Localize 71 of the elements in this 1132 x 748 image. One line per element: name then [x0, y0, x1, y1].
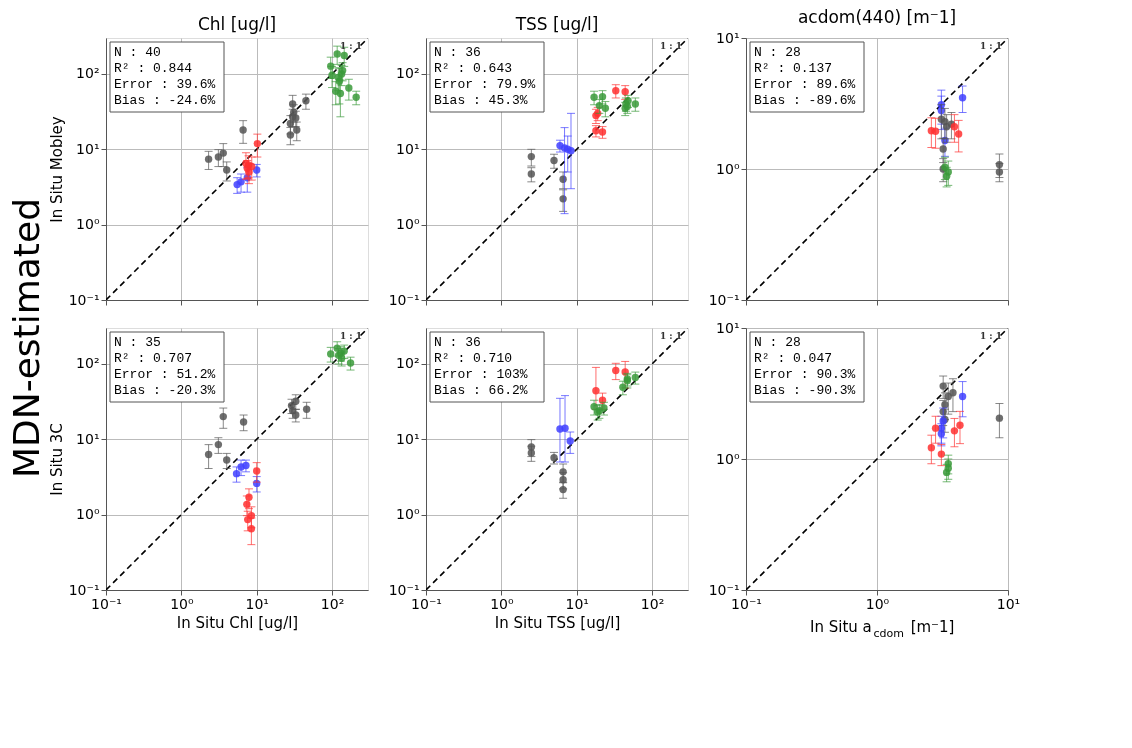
chart-title: TSS [ug/l]: [514, 14, 599, 34]
annotation: N : 28: [754, 335, 801, 350]
annotation: Bias : -90.3%: [754, 383, 856, 398]
x-tick-label: 10⁰: [865, 595, 890, 612]
y-tick-label: 10²: [396, 355, 420, 372]
y-tick-label: 10²: [76, 355, 100, 372]
y-tick-label: 10⁰: [396, 506, 420, 523]
y-axis-title: In Situ 3C: [47, 423, 66, 496]
y-tick-label: 10⁻¹: [68, 291, 100, 308]
x-tick-label: 10⁻¹: [411, 595, 442, 612]
y-tick-label: 10¹: [396, 430, 420, 447]
text: MDN-estimated: [6, 198, 47, 478]
y-tick-label: 10⁰: [716, 160, 740, 177]
y-tick-label: 10⁻¹: [708, 581, 740, 598]
annotation: 1 : 1: [659, 41, 682, 51]
annotation: Bias : -89.6%: [754, 93, 856, 108]
y-tick-label: 10²: [76, 65, 100, 82]
chart-title: acdom(440) [m⁻1]: [797, 7, 957, 27]
annotation: Error : 51.2%: [114, 367, 216, 382]
annotation: R² : 0.047: [754, 351, 833, 366]
annotation: N : 28: [754, 45, 801, 60]
y-tick-label: 10⁻¹: [708, 291, 740, 308]
annotation: Bias : 66.2%: [434, 383, 528, 398]
x-axis-title: In Situ TSS [ug/l]: [494, 613, 621, 632]
annotation: Error : 79.9%: [434, 77, 536, 92]
y-tick-label: 10⁻¹: [68, 581, 100, 598]
x-tick-label: 10¹: [996, 595, 1021, 612]
x-tick-label: 10⁰: [170, 595, 194, 612]
y-tick-label: 10⁰: [396, 216, 420, 233]
y-tick-label: 10¹: [76, 430, 100, 447]
annotation: 1 : 1: [339, 41, 362, 51]
y-tick-label: 10¹: [76, 140, 100, 157]
annotation: Bias : -20.3%: [114, 383, 216, 398]
y-tick-label: 10⁻¹: [388, 581, 420, 598]
annotation: N : 36: [434, 45, 481, 60]
annotation: R² : 0.643: [434, 61, 513, 76]
annotation: 1 : 1: [339, 331, 362, 341]
y-tick-label: 10⁰: [76, 216, 100, 233]
annotation: Bias : 45.3%: [434, 93, 528, 108]
y-tick-label: 10⁰: [716, 450, 740, 467]
x-tick-label: 10¹: [565, 595, 589, 612]
annotation: N : 40: [114, 45, 161, 60]
y-tick-label: 10²: [396, 65, 420, 82]
y-tick-label: 10¹: [716, 29, 740, 46]
annotation: N : 36: [434, 335, 481, 350]
x-tick-label: 10⁻¹: [91, 595, 122, 612]
x-axis-title: In Situ Chl [ug/l]: [176, 613, 299, 632]
annotation: R² : 0.844: [114, 61, 193, 76]
annotation: Error : 103%: [434, 367, 528, 382]
annotation: R² : 0.710: [434, 351, 513, 366]
annotation: 1 : 1: [979, 41, 1002, 51]
y-tick-label: 10¹: [716, 319, 740, 336]
chart-title: Chl [ug/l]: [197, 14, 277, 34]
x-tick-label: 10⁻¹: [731, 595, 762, 612]
annotation: 1 : 1: [659, 331, 682, 341]
annotation: N : 35: [114, 335, 161, 350]
y-tick-label: 10⁰: [76, 506, 100, 523]
annotation: R² : 0.707: [114, 351, 193, 366]
y-tick-label: 10¹: [396, 140, 420, 157]
x-tick-label: 10²: [640, 595, 665, 612]
annotation: Error : 90.3%: [754, 367, 856, 382]
x-tick-label: 10¹: [245, 595, 269, 612]
x-tick-label: 10⁰: [490, 595, 514, 612]
annotation: Error : 39.6%: [114, 77, 216, 92]
x-tick-label: 10²: [320, 595, 345, 612]
annotation: 1 : 1: [979, 331, 1002, 341]
y-tick-label: 10⁻¹: [388, 291, 420, 308]
annotation: R² : 0.137: [754, 61, 833, 76]
annotation: Bias : -24.6%: [114, 93, 216, 108]
y-axis-title: In Situ Mobley: [47, 116, 66, 223]
annotation: Error : 89.6%: [754, 77, 856, 92]
